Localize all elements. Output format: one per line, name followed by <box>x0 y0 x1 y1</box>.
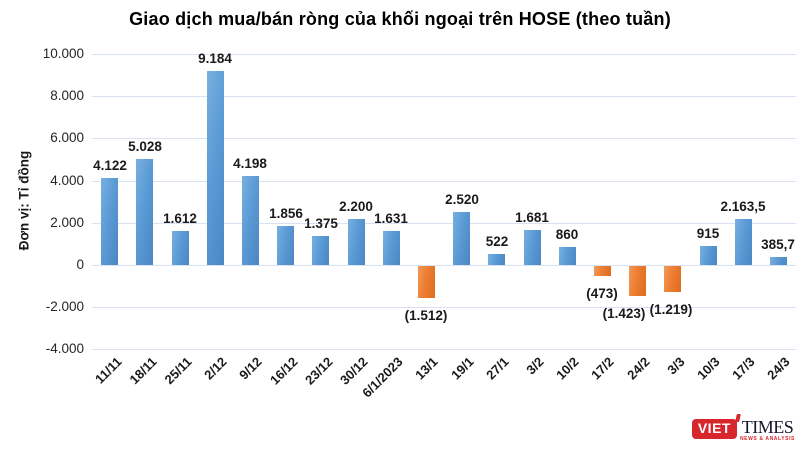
gridline <box>92 181 796 182</box>
bar <box>453 212 470 265</box>
bar-value-label: 5.028 <box>128 139 162 154</box>
y-axis-tick-label: 10.000 <box>42 46 84 61</box>
bar <box>312 236 329 265</box>
bar-value-label: 1.612 <box>163 211 197 226</box>
y-axis-tick-label: 2.000 <box>50 215 84 230</box>
bar <box>136 159 153 265</box>
bar <box>277 226 294 265</box>
gridline <box>92 138 796 139</box>
viettimes-logo: VIET TIMES NEWS & ANALYSIS <box>691 417 795 442</box>
gridline <box>92 349 796 350</box>
bar <box>629 266 646 296</box>
bar-value-label: 4.122 <box>93 158 127 173</box>
bar <box>664 266 681 292</box>
bar-value-label: 4.198 <box>233 156 267 171</box>
bar-value-label: 522 <box>485 234 509 249</box>
bar <box>770 257 787 265</box>
bar-value-label: 2.200 <box>339 199 373 214</box>
y-axis-tick-label: 6.000 <box>50 130 84 145</box>
y-axis-tick-label: 4.000 <box>50 173 84 188</box>
bar <box>172 231 189 265</box>
bar <box>735 219 752 265</box>
gridline <box>92 223 796 224</box>
gridline <box>92 265 796 266</box>
bar <box>488 254 505 265</box>
y-axis-tick-label: -2.000 <box>45 299 84 314</box>
bar <box>594 266 611 276</box>
bar-value-label: (473) <box>586 286 618 301</box>
viettimes-logo-name: TIMES <box>741 417 794 437</box>
gridline <box>92 96 796 97</box>
bar-value-label: 9.184 <box>198 51 232 66</box>
bar <box>383 231 400 265</box>
bar-value-label: (1.219) <box>649 302 693 317</box>
bar-value-label: 2.163,5 <box>720 199 766 214</box>
viettimes-logo-badge: VIET <box>691 419 737 439</box>
bar-value-label: 1.681 <box>515 210 549 225</box>
bar-value-label: 2.520 <box>445 192 479 207</box>
bar-value-label: 1.375 <box>304 216 338 231</box>
chart-title: Giao dịch mua/bán ròng của khối ngoại tr… <box>129 9 671 29</box>
bar-value-label: (1.512) <box>404 308 448 323</box>
bar <box>700 246 717 265</box>
bar-value-label: 1.631 <box>374 211 408 226</box>
bar-value-label: 1.856 <box>269 206 303 221</box>
gridline <box>92 54 796 55</box>
bar <box>207 71 224 265</box>
y-axis-tick-label: -4.000 <box>45 341 84 356</box>
bar-value-label: 385,7 <box>761 237 795 252</box>
y-axis-tick-label: 8.000 <box>50 88 84 103</box>
bar <box>101 178 118 265</box>
bar-value-label: (1.423) <box>602 306 646 321</box>
y-axis-tick-label: 0 <box>76 257 84 272</box>
bar <box>559 247 576 265</box>
viettimes-logo-tagline: NEWS & ANALYSIS <box>739 436 795 442</box>
bar <box>418 266 435 298</box>
bar <box>348 219 365 265</box>
gridline <box>92 307 796 308</box>
bar-value-label: 860 <box>555 227 579 242</box>
bar <box>242 176 259 265</box>
bar-value-label: 915 <box>696 226 720 241</box>
bar <box>524 230 541 265</box>
